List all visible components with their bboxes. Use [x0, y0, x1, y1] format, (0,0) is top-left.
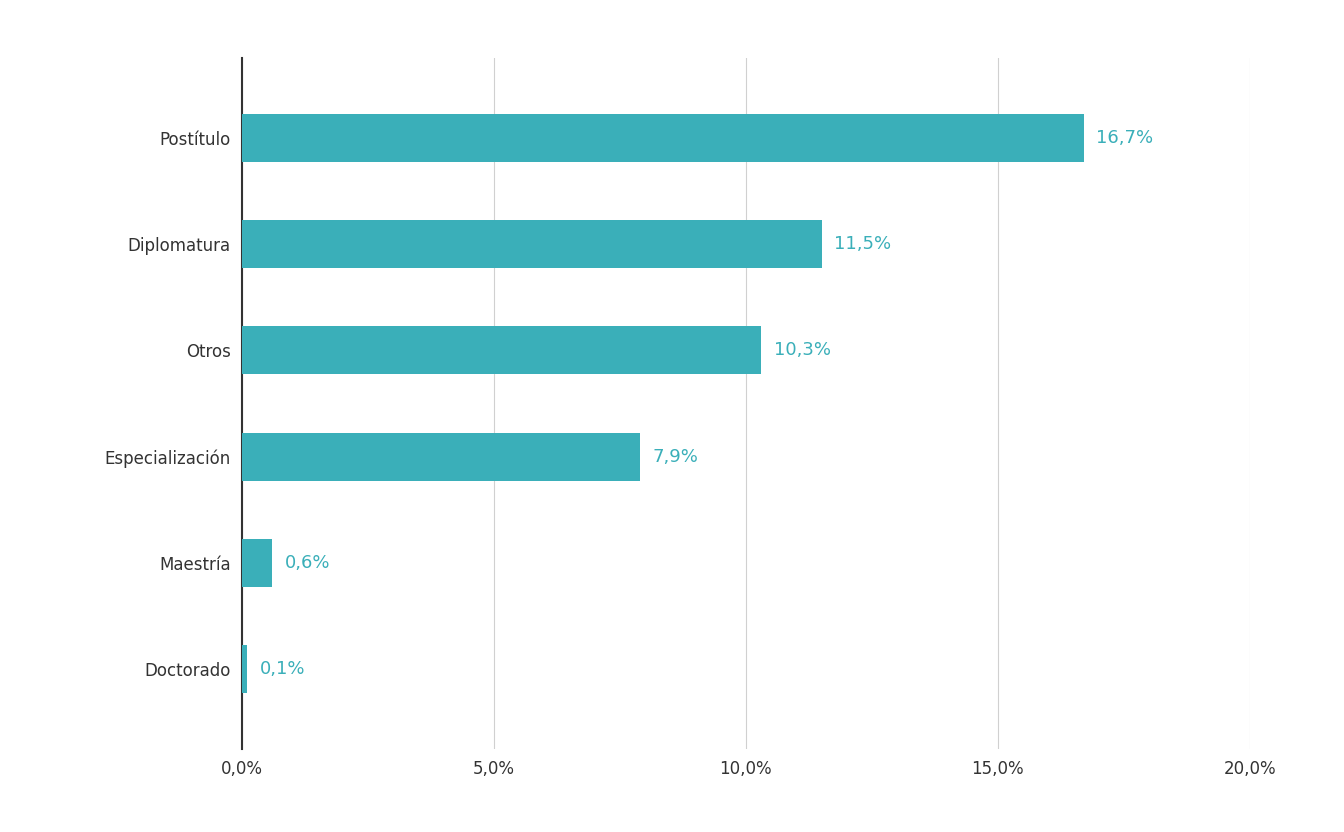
Bar	[242, 220, 821, 268]
Text: 11,5%: 11,5%	[835, 235, 891, 253]
Text: 10,3%: 10,3%	[774, 341, 831, 359]
Bar	[242, 646, 247, 693]
Bar	[242, 539, 271, 587]
Text: 16,7%: 16,7%	[1097, 129, 1153, 147]
Bar	[242, 433, 640, 481]
Text: 0,6%: 0,6%	[285, 554, 331, 572]
Text: 7,9%: 7,9%	[653, 448, 699, 466]
Bar	[242, 326, 761, 374]
Text: 0,1%: 0,1%	[259, 660, 305, 678]
Bar	[242, 114, 1083, 161]
